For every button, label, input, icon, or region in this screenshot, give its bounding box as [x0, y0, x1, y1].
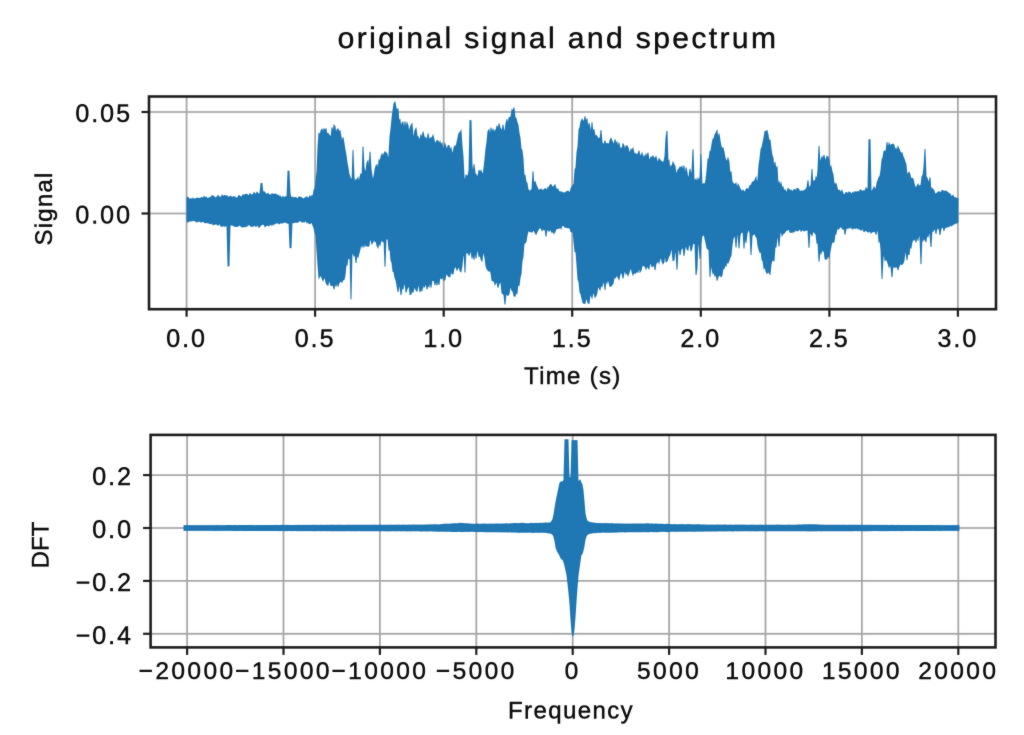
- svg-text:0.05: 0.05: [75, 100, 132, 128]
- svg-text:1.0: 1.0: [423, 325, 464, 353]
- svg-text:0.00: 0.00: [75, 202, 132, 230]
- svg-text:0.2: 0.2: [92, 463, 133, 491]
- svg-text:−0.2: −0.2: [76, 569, 133, 597]
- svg-text:3.0: 3.0: [938, 325, 979, 353]
- svg-text:Time (s): Time (s): [524, 363, 622, 390]
- svg-text:0: 0: [565, 658, 581, 685]
- svg-text:−20000: −20000: [139, 658, 236, 685]
- svg-text:Frequency: Frequency: [508, 698, 634, 725]
- svg-text:2.5: 2.5: [809, 325, 850, 353]
- svg-text:original signal and spectrum: original signal and spectrum: [338, 22, 779, 55]
- svg-text:−10000: −10000: [331, 658, 428, 685]
- svg-text:5000: 5000: [637, 658, 701, 685]
- svg-text:−5000: −5000: [436, 658, 517, 685]
- svg-text:−0.4: −0.4: [76, 622, 133, 650]
- svg-text:20000: 20000: [918, 658, 998, 685]
- svg-text:Signal: Signal: [31, 172, 58, 246]
- svg-text:0.0: 0.0: [166, 325, 207, 353]
- svg-text:0.5: 0.5: [295, 325, 336, 353]
- svg-text:0.0: 0.0: [92, 516, 133, 544]
- svg-text:15000: 15000: [822, 658, 902, 685]
- svg-text:2.0: 2.0: [680, 325, 721, 353]
- svg-text:10000: 10000: [725, 658, 805, 685]
- svg-text:1.5: 1.5: [552, 325, 593, 353]
- svg-text:−15000: −15000: [235, 658, 332, 685]
- svg-text:DFT: DFT: [28, 521, 55, 568]
